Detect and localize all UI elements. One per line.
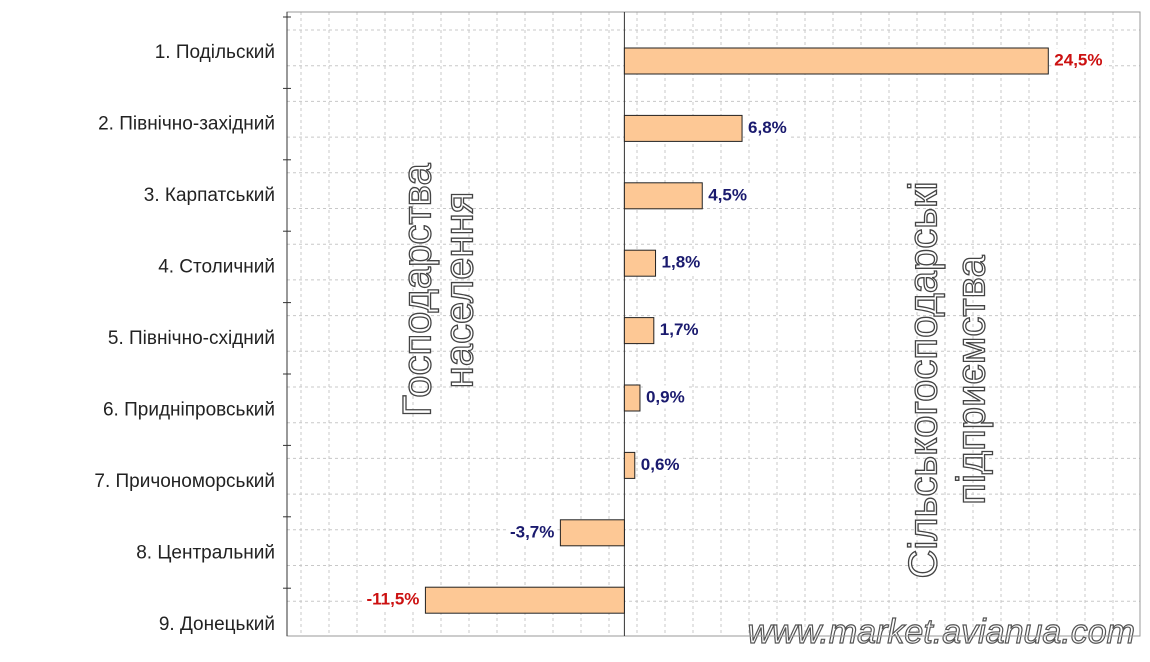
value-label-bg bbox=[363, 587, 423, 611]
value-label-bg bbox=[745, 115, 790, 139]
bar bbox=[623, 114, 743, 142]
annotation-text: Сільськогосподарські bbox=[902, 181, 946, 578]
annotation-right: Сільськогосподарські підприємства bbox=[901, 181, 994, 579]
value-label-bg bbox=[656, 318, 702, 342]
y-tick-label: 2. Північно-західний bbox=[98, 114, 275, 135]
value-label-bg bbox=[506, 520, 558, 544]
value-label: 4,5% bbox=[708, 185, 747, 204]
value-label: 1,8% bbox=[662, 253, 701, 272]
y-tick-label: 4. Столичний bbox=[158, 257, 275, 278]
bar bbox=[623, 182, 703, 210]
bar bbox=[559, 519, 625, 547]
y-tick-label: 6. Придніпровський bbox=[103, 400, 275, 421]
value-label: 24,5% bbox=[1054, 50, 1102, 69]
y-tick-label: 8. Центральний bbox=[136, 543, 275, 564]
annotation-text: підприємства bbox=[950, 255, 994, 505]
y-tick-label: 5. Північно-східний bbox=[108, 328, 275, 349]
y-tick-label: 1. Подільский bbox=[155, 42, 275, 63]
value-label: 1,7% bbox=[660, 320, 699, 339]
value-label: 0,6% bbox=[641, 455, 680, 474]
value-label: 6,8% bbox=[748, 118, 787, 137]
value-label-bg bbox=[637, 452, 683, 476]
annotation-text: Господарства bbox=[396, 163, 440, 417]
annotation-left: Господарства населення bbox=[395, 162, 482, 418]
annotation-text: населення bbox=[438, 192, 482, 389]
bar bbox=[424, 586, 625, 614]
value-label-bg bbox=[642, 385, 688, 409]
y-tick-label: 7. Причономорський bbox=[94, 471, 275, 492]
value-label-bg bbox=[705, 183, 751, 207]
value-label: -3,7% bbox=[510, 522, 554, 541]
watermark: www.market.avianua.com bbox=[748, 613, 1135, 651]
bar bbox=[623, 249, 657, 277]
bar bbox=[623, 384, 641, 412]
bar bbox=[623, 451, 636, 479]
value-label: -11,5% bbox=[366, 590, 419, 609]
y-tick-label: 3. Карпатський bbox=[144, 185, 275, 206]
bar bbox=[623, 317, 655, 345]
y-tick-label: 9. Донецький bbox=[159, 614, 275, 635]
bar bbox=[623, 47, 1049, 75]
value-label-bg bbox=[1051, 48, 1106, 72]
value-label-bg bbox=[658, 250, 704, 274]
value-label: 0,9% bbox=[646, 387, 685, 406]
